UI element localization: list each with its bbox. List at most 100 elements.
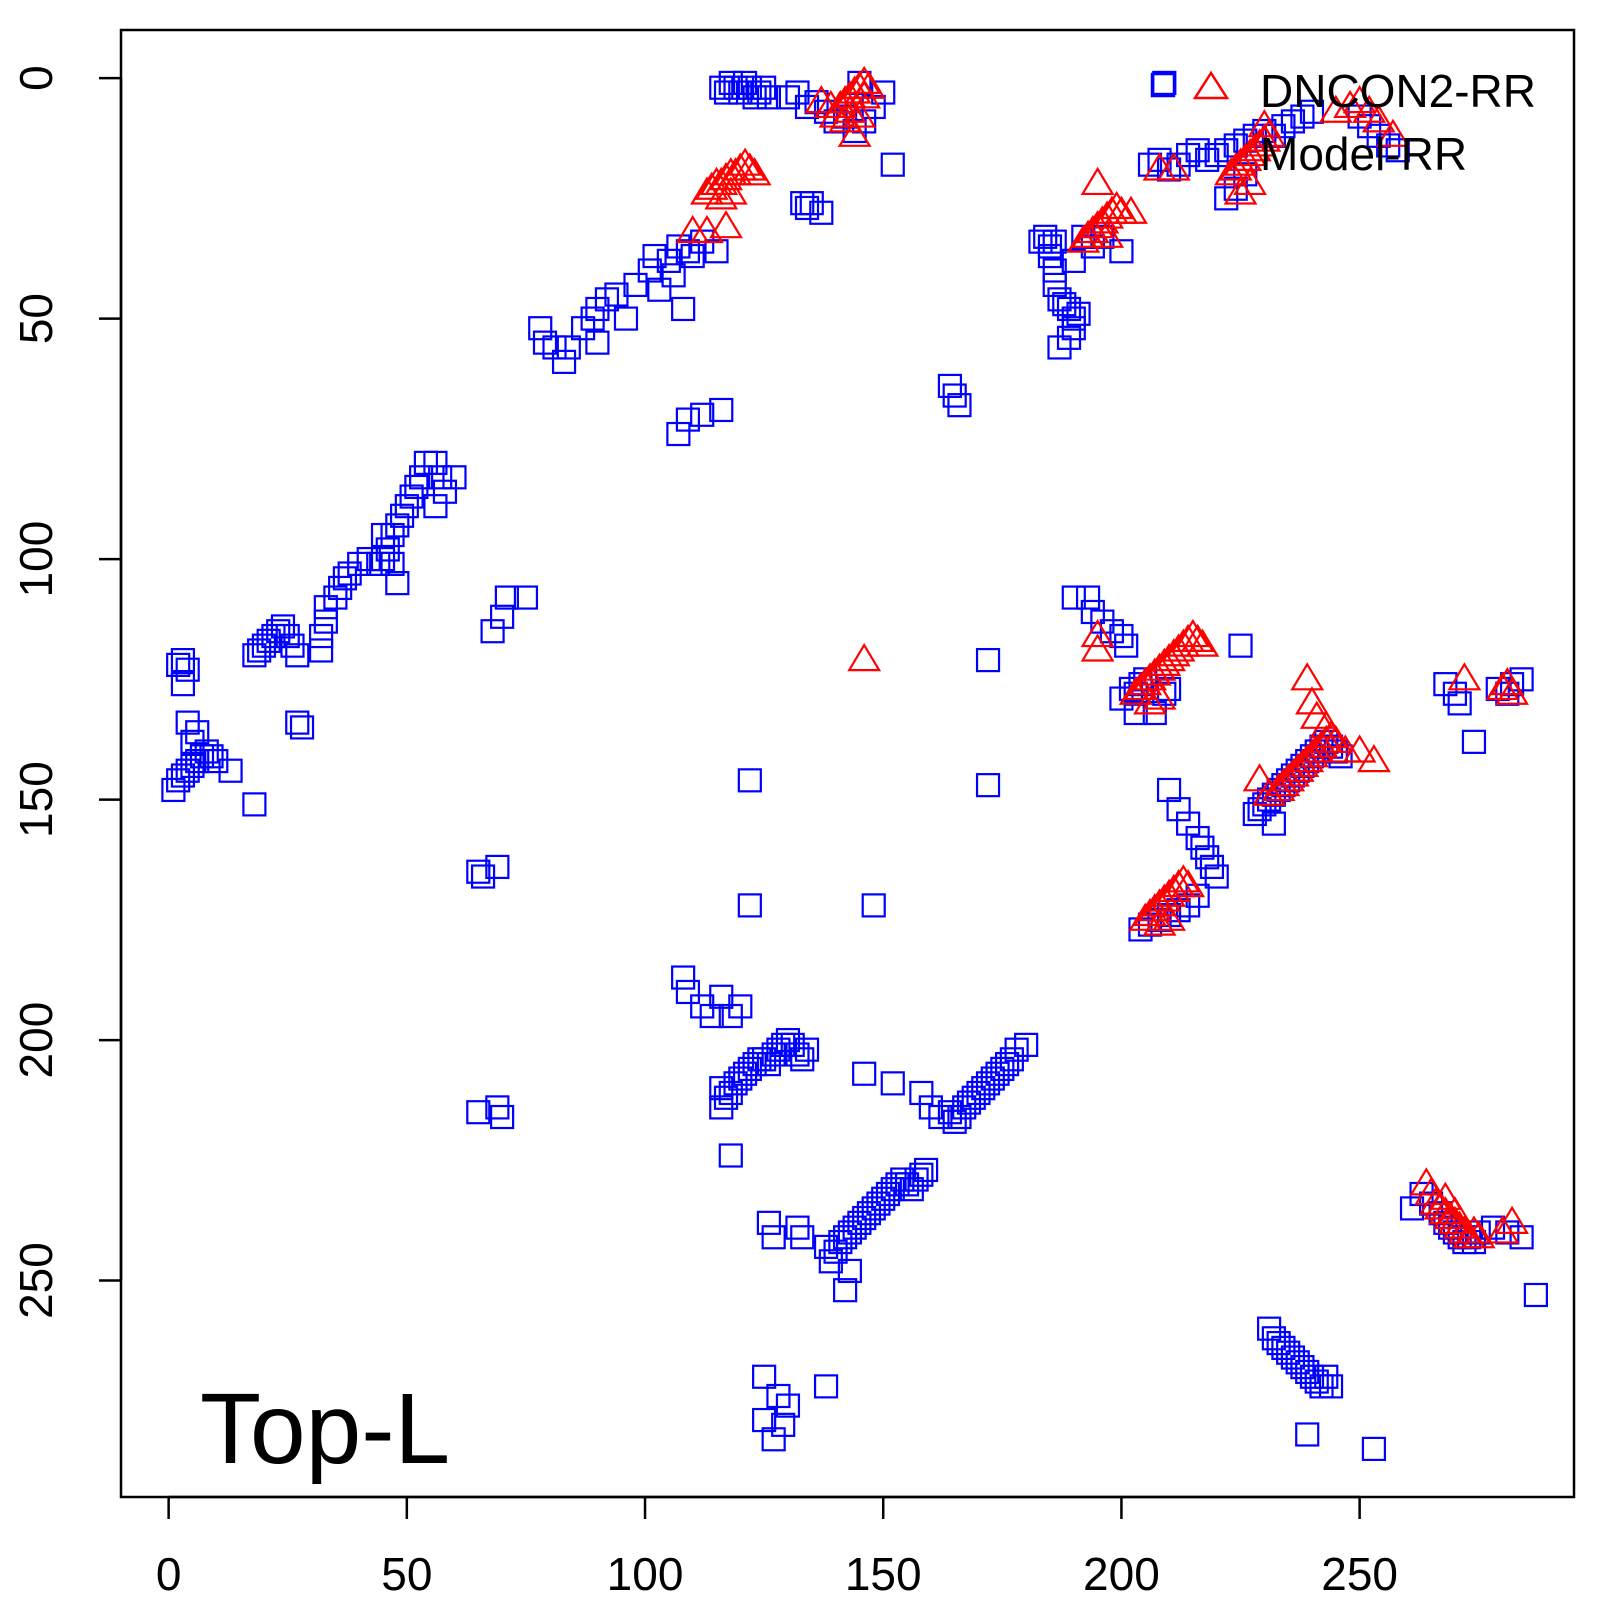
model-rr-point [1385,138,1410,163]
model-rr-point [975,647,1001,673]
model-rr-point [971,1076,996,1101]
dncon2-rr-point [1309,710,1344,739]
model-rr-point [385,571,410,596]
model-rr-point [752,1407,777,1433]
model-rr-point [285,710,310,735]
model-rr-point [690,994,715,1019]
model-rr-point [1295,1359,1320,1385]
model-rr-point [413,450,438,475]
model-rr-point [1042,229,1067,254]
model-rr-point [585,330,610,355]
model-rr-point [1433,672,1458,697]
x-tick-label: 0 [156,1548,182,1600]
model-rr-point [999,1047,1024,1072]
model-rr-point [1190,835,1215,860]
dncon2-rr-point [1080,633,1115,662]
model-rr-point [952,1095,977,1120]
dncon2-rr-point [709,161,743,191]
dncon2-rr-point [1180,623,1215,652]
model-rr-point [647,277,672,302]
model-rr-point [752,1364,777,1389]
model-rr-point [1176,142,1201,168]
x-axis: 0 50 100 150 200 250 [156,1495,1398,1600]
model-rr-point [1047,287,1072,312]
dncon2-rr-point [1485,671,1520,701]
dncon2-rr-point [1152,642,1187,672]
model-rr-point [747,80,772,105]
model-rr-point [737,75,762,100]
model-rr-point [399,484,424,509]
model-rr-point [856,1201,882,1226]
model-rr-point [1290,1355,1315,1380]
dncon2-rr-point [1495,1205,1530,1234]
model-rr-point [1204,142,1229,168]
model-rr-point [1028,229,1053,254]
model-rr-point [1361,1436,1387,1462]
model-rr-point [580,306,605,331]
model-rr-point [1114,633,1139,658]
model-rr-point [175,657,200,682]
model-rr-point [718,70,743,96]
model-rr-point [890,1167,915,1192]
model-rr-point [666,234,691,259]
model-rr-point [199,744,224,769]
model-rr-point [513,585,539,610]
dncon2-rr-point [1437,1196,1472,1225]
model-rr-point [875,1181,901,1207]
model-rr-point [266,619,291,644]
model-rr-point [180,729,205,754]
model-rr-point [1185,825,1210,851]
dncon2-rr-point [1304,729,1339,758]
dncon2-rr-point [1242,128,1277,157]
legend: DNCON2-RR Model-RR [1150,65,1536,180]
model-rr-point [308,623,334,649]
model-rr-point [1461,729,1487,754]
model-rr-point [637,258,662,283]
model-rr-point [1061,248,1086,273]
y-tick-label: 200 [10,1002,62,1079]
model-rr-point [833,1225,858,1250]
model-rr-point [442,465,467,490]
model-rr-point [937,373,963,399]
model-rr-point [742,1052,767,1077]
model-rr-point [289,715,315,740]
model-rr-point [1280,109,1306,134]
model-rr-point [1266,1330,1291,1356]
model-rr-point [1066,301,1091,326]
plot-box [119,28,1576,1499]
legend-label-dncon2-rr: DNCON2-RR [1260,65,1536,117]
dncon2-rr-point [1161,633,1196,662]
dncon2-rr-point [1266,768,1301,797]
model-rr-point [428,465,453,490]
model-rr-point [828,1229,853,1255]
model-rr-point [785,1042,810,1067]
model-rr-point [1247,797,1272,822]
x-tick-label: 200 [1083,1548,1160,1600]
model-rr-point [775,85,801,110]
dncon2-rr-point [1271,763,1306,792]
dncon2-rr-point [1247,123,1282,152]
model-rr-point [928,1104,953,1130]
dncon2-rr-point [1228,142,1263,171]
legend-marker-dncon2-rr [1192,70,1230,100]
model-rr-point [261,623,286,649]
x-tick-label: 150 [845,1548,922,1600]
dncon2-rr-point [1247,109,1282,138]
model-rr-point [737,893,762,918]
dncon2-rr-point [1133,686,1167,715]
dncon2-rr-point [1376,118,1410,147]
model-rr-point [794,1037,820,1062]
model-rr-point [837,1258,862,1284]
model-rr-point [1037,234,1063,259]
model-rr-point [771,1412,796,1437]
model-rr-point [1442,681,1468,706]
model-rr-point [785,80,810,105]
dncon2-rr-point [1299,734,1334,763]
dncon2-rr-point [1156,638,1191,667]
model-rr-point [880,152,905,177]
model-rr-point [823,1239,848,1264]
model-rr-point [1261,811,1286,836]
dncon2-rr-point [1118,676,1153,705]
model-rr-point [675,407,701,432]
